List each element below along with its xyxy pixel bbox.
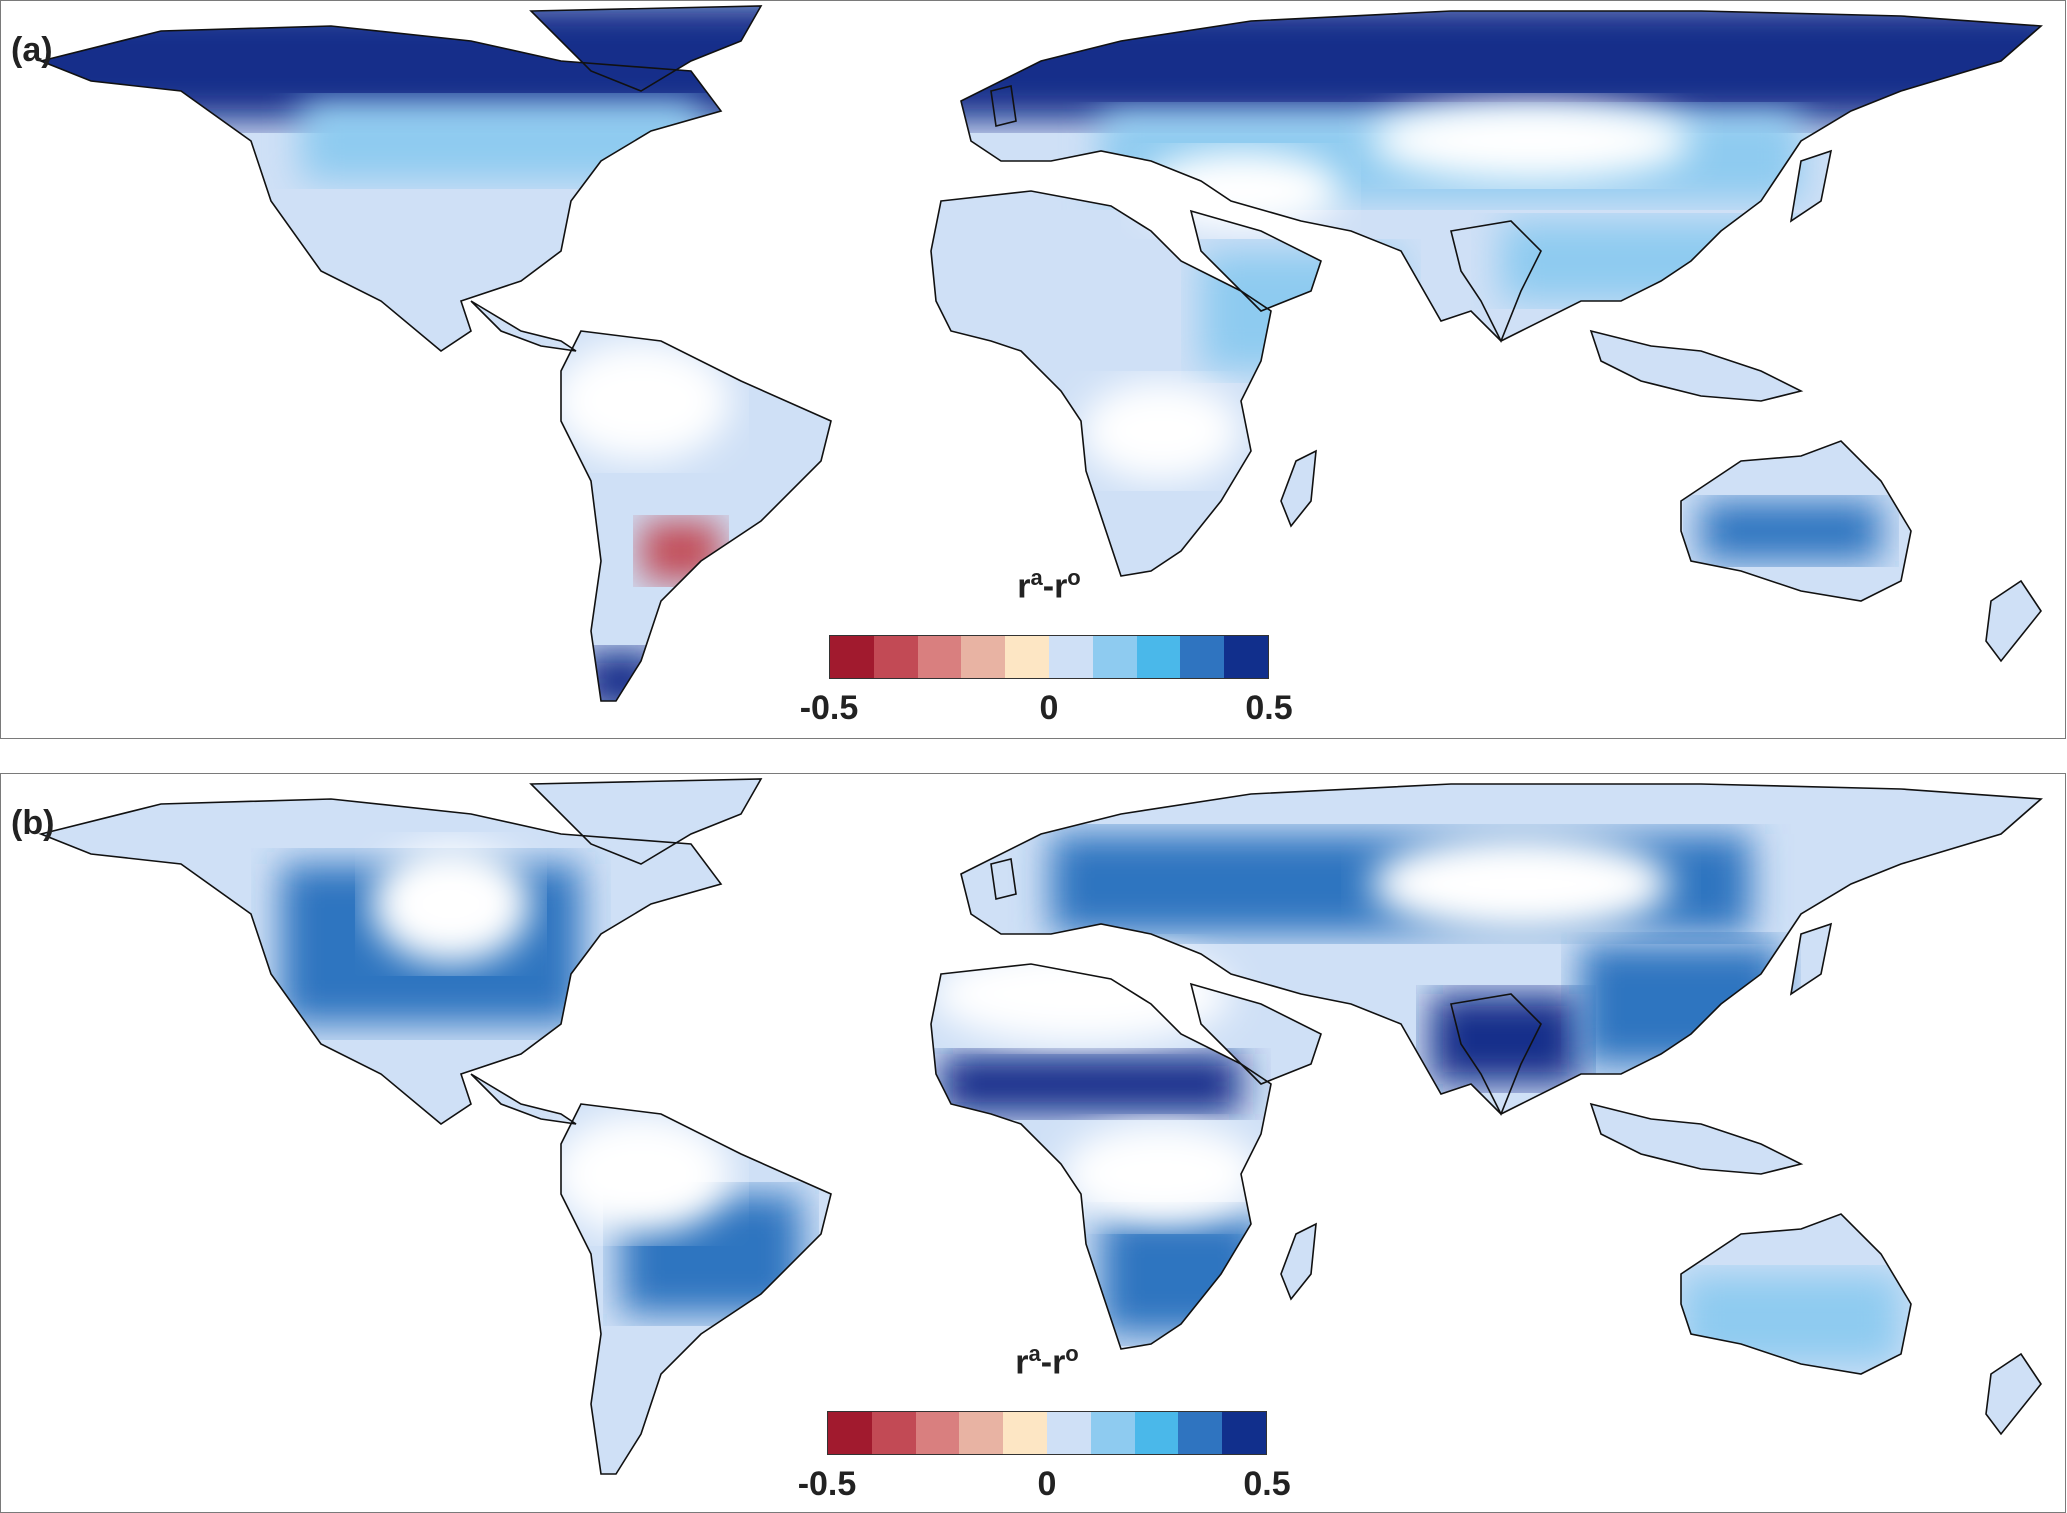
- colorbar-swatch: [959, 1412, 1004, 1454]
- coastline-southeast-asia-islands: [1589, 1102, 1804, 1175]
- coastline-south-america: [560, 1103, 832, 1475]
- coastline-greenland: [529, 5, 763, 92]
- coastline-uk: [990, 85, 1017, 127]
- colorbar-swatch: [828, 1412, 872, 1454]
- coastline-japan: [1789, 922, 1833, 996]
- land-fill: [41, 779, 2041, 1474]
- colorbar-swatch: [1048, 636, 1093, 678]
- coastline-africa: [930, 963, 1272, 1350]
- colorbar-b: ra-ro -0.5 0 0.5: [798, 1341, 1291, 1503]
- colorbar-swatches-b: [827, 1411, 1267, 1455]
- coastline-arabia: [1189, 982, 1322, 1085]
- colorbar-title-b: ra-ro: [1015, 1341, 1079, 1382]
- map-panel-b: (b) ra-ro -0.5 0 0.5: [0, 773, 2066, 1513]
- colorbar-swatch: [1224, 636, 1268, 678]
- coastline-uk: [990, 858, 1017, 900]
- colorbar-swatch: [1003, 1412, 1047, 1454]
- colorbar-swatch: [1005, 636, 1049, 678]
- colorbar-swatch: [873, 636, 918, 678]
- world-map-b: [38, 778, 2043, 1475]
- colorbar-a: ra-ro -0.5 0 0.5: [800, 565, 1293, 727]
- coastline-india: [1450, 993, 1542, 1116]
- colorbar-tick-max-a: 0.5: [1245, 689, 1293, 727]
- colorbar-swatch: [830, 636, 874, 678]
- colorbar-ticks-a: -0.5 0 0.5: [800, 689, 1293, 729]
- coastline-north-america: [38, 798, 723, 1125]
- colorbar-tick-min-a: -0.5: [799, 689, 859, 727]
- coastline-south-america: [560, 330, 832, 702]
- colorbar-swatch: [1090, 1412, 1135, 1454]
- coastline-north-america: [38, 25, 723, 352]
- colorbar-tick-zero-a: 0: [1039, 689, 1059, 727]
- coastline-greenland: [529, 778, 763, 865]
- colorbar-swatch: [1136, 636, 1181, 678]
- colorbar-swatch: [917, 636, 962, 678]
- coastline-europe-asia: [960, 10, 2043, 342]
- map-panel-a: (a) ra-ro -0.5 0 0.5: [0, 0, 2066, 739]
- colorbar-tick-zero-b: 0: [1037, 1465, 1057, 1503]
- coastline-arabia: [1189, 209, 1322, 312]
- colorbar-tick-min-b: -0.5: [797, 1465, 857, 1503]
- colorbar-tick-max-b: 0.5: [1243, 1465, 1291, 1503]
- coastline-madagascar: [1280, 1222, 1317, 1301]
- panel-label-a: (a): [11, 31, 53, 69]
- coastline-japan: [1789, 149, 1833, 223]
- colorbar-swatch: [871, 1412, 916, 1454]
- coastline-new-zealand: [1985, 1352, 2042, 1436]
- coastline-central-america: [470, 1073, 577, 1125]
- colorbar-swatch: [1180, 636, 1225, 678]
- colorbar-swatch: [1178, 1412, 1223, 1454]
- colorbar-swatch: [915, 1412, 960, 1454]
- coastline-madagascar: [1280, 449, 1317, 528]
- coastline-africa: [930, 190, 1272, 577]
- colorbar-title-a: ra-ro: [1017, 565, 1081, 606]
- colorbar-ticks-b: -0.5 0 0.5: [798, 1465, 1291, 1505]
- coastline-europe-asia: [960, 783, 2043, 1115]
- colorbar-swatch: [1222, 1412, 1266, 1454]
- colorbar-swatch: [1092, 636, 1137, 678]
- panel-label-b: (b): [11, 804, 55, 842]
- world-map-a: [38, 5, 2043, 702]
- coastline-india: [1450, 220, 1542, 343]
- coastline-australia: [1680, 440, 1912, 602]
- coastline-new-zealand: [1985, 579, 2042, 663]
- coastline-australia: [1680, 1213, 1912, 1375]
- colorbar-swatches-a: [829, 635, 1269, 679]
- colorbar-swatch: [961, 636, 1006, 678]
- coastline-central-america: [470, 300, 577, 352]
- coastline-southeast-asia-islands: [1589, 329, 1804, 402]
- colorbar-swatch: [1134, 1412, 1179, 1454]
- colorbar-swatch: [1046, 1412, 1091, 1454]
